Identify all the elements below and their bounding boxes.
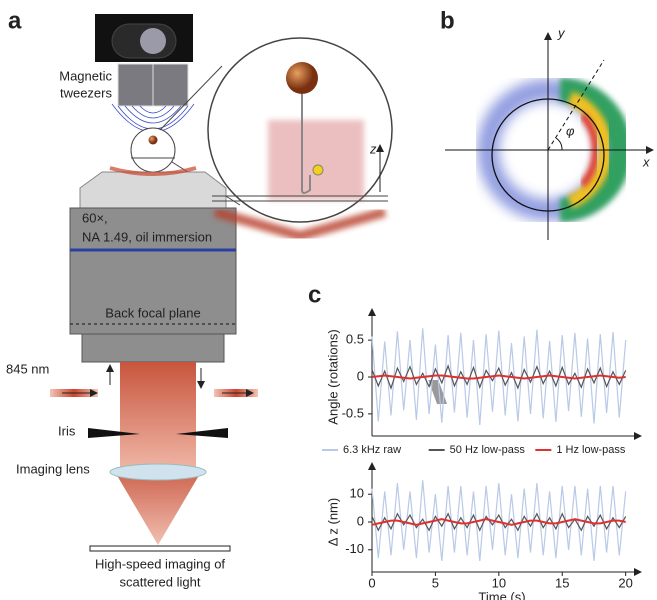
label: x (642, 154, 650, 169)
panel-label: c (308, 281, 321, 308)
y-tick-label: 0.5 (346, 332, 364, 347)
beam-cone (115, 472, 201, 545)
legend-label: 50 Hz low-pass (450, 444, 526, 456)
evanescent (268, 120, 364, 200)
lens (110, 464, 206, 480)
y-tick-label: -0.5 (342, 405, 364, 420)
y-tick-label: 0 (357, 513, 364, 528)
label: φ (566, 123, 575, 138)
x-tick-label: 20 (618, 575, 632, 590)
label: Magnetic (59, 68, 112, 83)
label: z (369, 141, 377, 156)
page: {"panels":{"a":"a","b":"b","c":"c"}, "di… (0, 0, 657, 600)
y-tick-label: -10 (345, 541, 364, 556)
y-axis-label: Angle (rotations) (325, 329, 340, 424)
legend-label: 1 Hz low-pass (556, 444, 626, 456)
label: High-speed imaging of (95, 556, 225, 571)
label: y (557, 25, 566, 40)
y-tick-label: 0 (357, 368, 364, 383)
marker-bead (313, 165, 323, 175)
objective-base (82, 334, 224, 362)
label: Iris (58, 423, 76, 438)
x-axis-label: Time (s) (478, 589, 525, 600)
beam (120, 362, 196, 472)
series-line (372, 519, 626, 525)
x-tick-label: 15 (555, 575, 569, 590)
figure: a Magnetic tweezers 60×, NA 1.49, oil im… (0, 0, 657, 600)
label: NA 1.49, oil immersion (82, 229, 212, 244)
objective-top (80, 172, 226, 208)
camera (90, 546, 230, 551)
label: Back focal plane (105, 305, 200, 320)
series-line (372, 376, 626, 379)
label: 845 nm (6, 361, 49, 376)
zoom-region (131, 128, 175, 172)
panel-a-diagram: a Magnetic tweezers 60×, NA 1.49, oil im… (0, 7, 447, 589)
x-tick-label: 10 (492, 575, 506, 590)
y-tick-label: 10 (350, 486, 364, 501)
y-axis-label: Δ z (nm) (325, 498, 340, 546)
label: 60×, (82, 210, 108, 225)
label: tweezers (60, 85, 113, 100)
angle-arc (556, 138, 562, 150)
legend-label: 6.3 kHz raw (343, 444, 401, 456)
x-tick-label: 0 (368, 575, 375, 590)
panel-b-polar: b φ x y (440, 7, 650, 240)
panel-label: a (8, 7, 22, 34)
bead (149, 136, 158, 145)
x-tick-label: 5 (432, 575, 439, 590)
magnet-disk (140, 28, 166, 54)
label: scattered light (120, 574, 201, 589)
panel-label: b (440, 7, 455, 34)
bead-zoom (286, 62, 318, 94)
label: Imaging lens (16, 461, 90, 476)
series-line (372, 480, 626, 561)
